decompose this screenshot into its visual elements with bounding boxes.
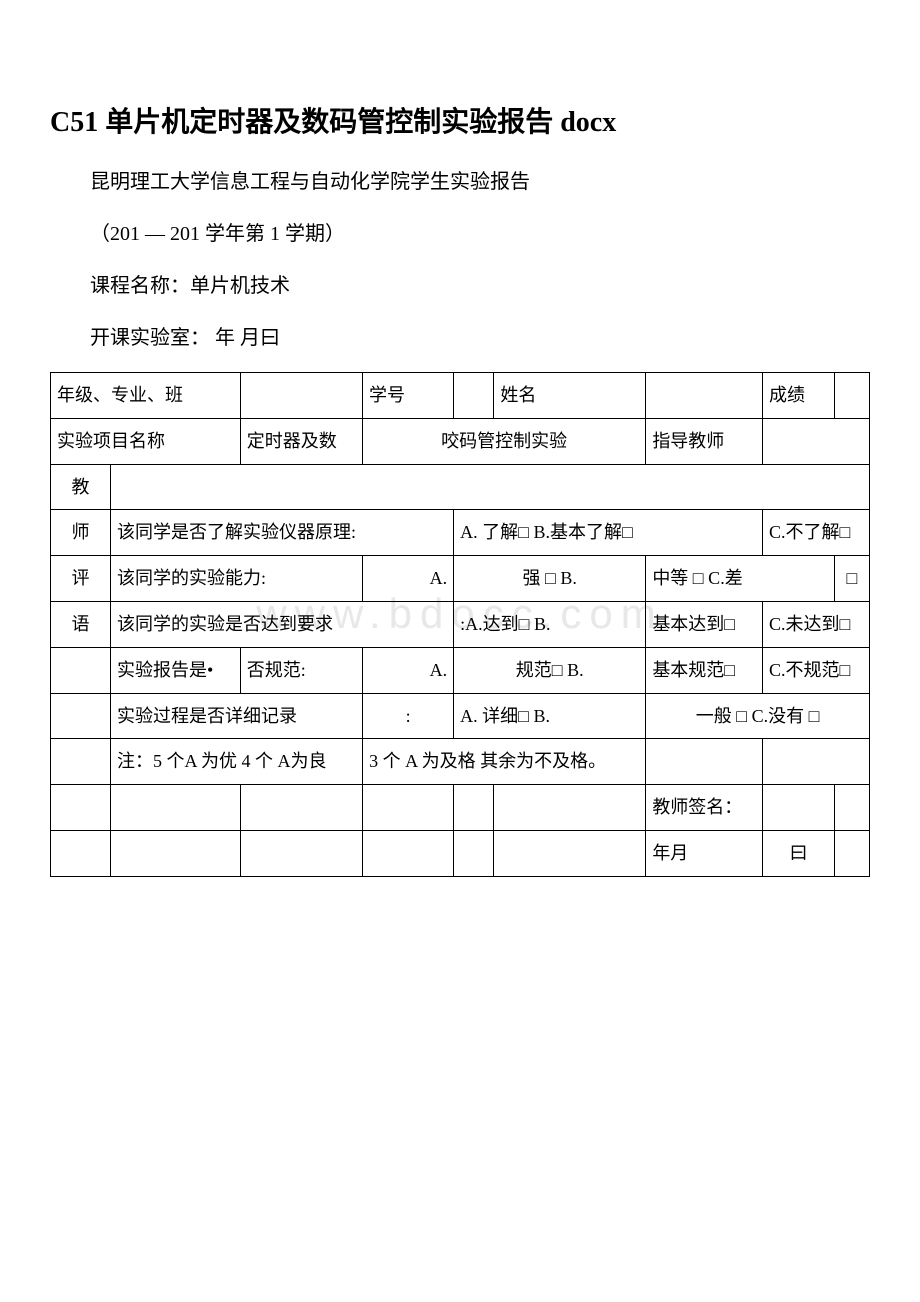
shi-char: 师: [51, 510, 111, 556]
instructor-label: 指导教师: [646, 418, 763, 464]
date-year-cell: 年月: [646, 830, 763, 876]
empty-cell: [363, 830, 454, 876]
name-label: 姓名: [494, 373, 646, 419]
table-row: 年级、专业、班 学号 姓名 成绩: [51, 373, 870, 419]
empty-cell: [454, 373, 494, 419]
score-label: 成绩: [763, 373, 835, 419]
empty-cell: [646, 739, 763, 785]
table-row: 实验项目名称 定时器及数 咬码管控制实验 指导教师: [51, 418, 870, 464]
question-4b: 否规范:: [240, 647, 362, 693]
table-row: 语 该同学的实验是否达到要求 :A.达到□ B. 基本达到□ C.未达到□: [51, 601, 870, 647]
report-table: 年级、专业、班 学号 姓名 成绩 实验项目名称 定时器及数 咬码管控制实验 指导…: [50, 372, 870, 877]
empty-cell: [494, 785, 646, 831]
table-row: 评 该同学的实验能力: A. 强 □ B. 中等 □ C.差 □: [51, 556, 870, 602]
answer-1c: C.不了解□: [763, 510, 870, 556]
project-label: 实验项目名称: [51, 418, 241, 464]
answer-3a: :A.达到□ B.: [454, 601, 646, 647]
table-row: 注：5 个A 为优 4 个 A为良 3 个 A 为及格 其余为不及格。: [51, 739, 870, 785]
empty-cell: [646, 373, 763, 419]
answer-5b: 一般 □ C.没有 □: [646, 693, 870, 739]
question-4a: 实验报告是•: [111, 647, 241, 693]
table-row: 实验报告是• 否规范: A. 规范□ B. 基本规范□ C.不规范□: [51, 647, 870, 693]
question-2: 该同学的实验能力:: [111, 556, 363, 602]
empty-cell: [763, 785, 835, 831]
answer-4a: A.: [363, 647, 454, 693]
answer-4c: 基本规范□: [646, 647, 763, 693]
answer-2a: A.: [363, 556, 454, 602]
answer-2box: □: [834, 556, 869, 602]
empty-cell: [454, 785, 494, 831]
answer-2c: 中等 □ C.差: [646, 556, 835, 602]
question-5: 实验过程是否详细记录: [111, 693, 363, 739]
project-part1: 定时器及数: [240, 418, 362, 464]
empty-cell: [454, 830, 494, 876]
student-id-label: 学号: [363, 373, 454, 419]
empty-cell: [111, 830, 241, 876]
empty-cell: [51, 830, 111, 876]
answer-4d: C.不规范□: [763, 647, 870, 693]
empty-cell: [111, 785, 241, 831]
answer-5a: A. 详细□ B.: [454, 693, 646, 739]
empty-cell: [363, 785, 454, 831]
answer-3c: C.未达到□: [763, 601, 870, 647]
question-3: 该同学的实验是否达到要求: [111, 601, 454, 647]
grade-label-cell: 年级、专业、班: [51, 373, 241, 419]
semester-line: （201 — 201 学年第 1 学期）: [50, 216, 870, 252]
answer-1ab: A. 了解□ B.基本了解□: [454, 510, 763, 556]
empty-cell: [111, 464, 870, 510]
question-1: 该同学是否了解实验仪器原理:: [111, 510, 454, 556]
yu-char: 语: [51, 601, 111, 647]
empty-cell: [51, 785, 111, 831]
empty-cell: [51, 693, 111, 739]
answer-4b: 规范□ B.: [454, 647, 646, 693]
answer-3b: 基本达到□: [646, 601, 763, 647]
ping-char: 评: [51, 556, 111, 602]
teacher-char: 教: [51, 464, 111, 510]
empty-cell: [51, 739, 111, 785]
date-day-cell: 曰: [763, 830, 835, 876]
sign-cell: 教师签名：: [646, 785, 763, 831]
note2-cell: 3 个 A 为及格 其余为不及格。: [363, 739, 646, 785]
course-line: 课程名称：单片机技术: [50, 268, 870, 304]
table-row: 师 该同学是否了解实验仪器原理: A. 了解□ B.基本了解□ C.不了解□: [51, 510, 870, 556]
grade-label: 年级、专业、班: [57, 385, 183, 405]
note-cell: 注：5 个A 为优 4 个 A为良: [111, 739, 363, 785]
empty-cell: [494, 830, 646, 876]
lab-line: 开课实验室： 年 月曰: [50, 320, 870, 356]
empty-cell: [763, 739, 870, 785]
empty-cell: [763, 418, 870, 464]
project-part2: 咬码管控制实验: [363, 418, 646, 464]
empty-cell: [834, 830, 869, 876]
table-row: 教: [51, 464, 870, 510]
empty-cell: [240, 785, 362, 831]
empty-cell: [834, 785, 869, 831]
document-title: C51 单片机定时器及数码管控制实验报告 docx: [50, 100, 870, 140]
table-row: 实验过程是否详细记录 : A. 详细□ B. 一般 □ C.没有 □: [51, 693, 870, 739]
empty-cell: [51, 647, 111, 693]
subtitle: 昆明理工大学信息工程与自动化学院学生实验报告: [50, 164, 870, 200]
answer-2b: 强 □ B.: [454, 556, 646, 602]
empty-cell: [240, 373, 362, 419]
colon-cell: :: [363, 693, 454, 739]
table-row: 教师签名：: [51, 785, 870, 831]
table-row: 年月 曰: [51, 830, 870, 876]
empty-cell: [240, 830, 362, 876]
empty-cell: [834, 373, 869, 419]
